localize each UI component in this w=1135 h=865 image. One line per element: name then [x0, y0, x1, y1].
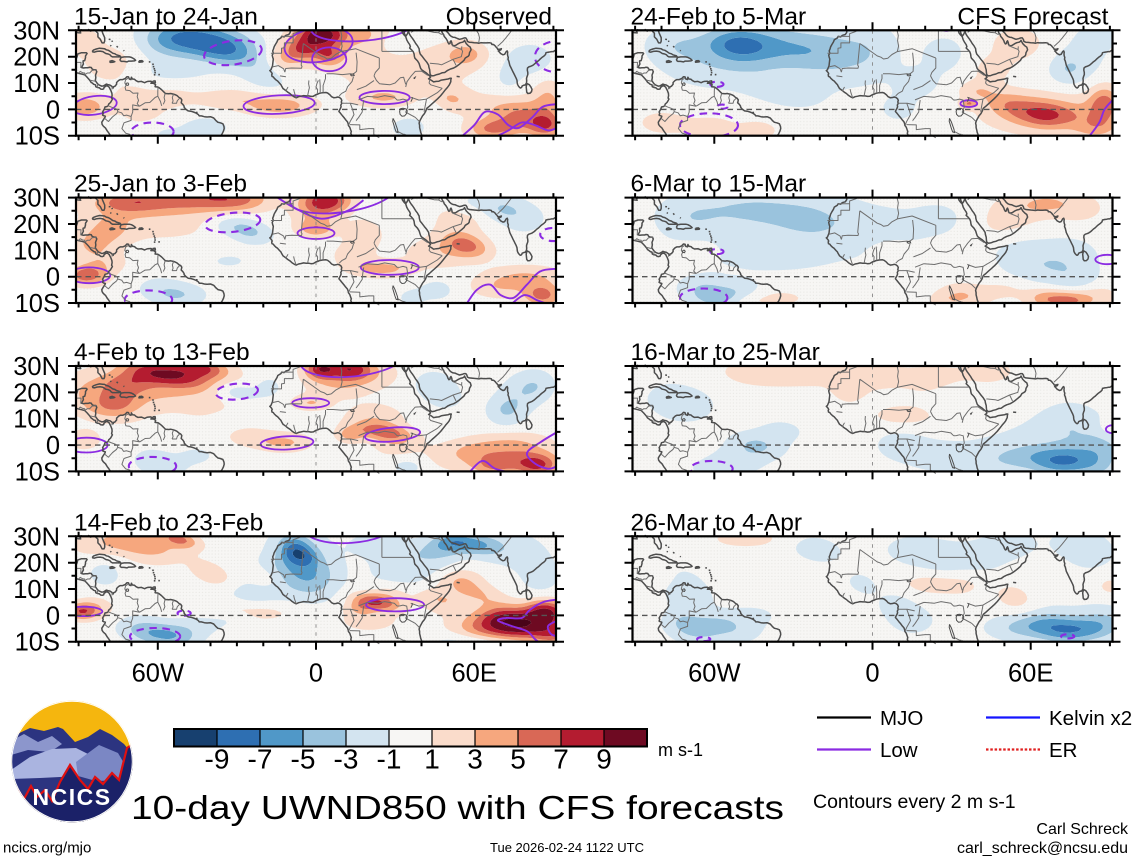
svg-text:-3: -3	[334, 744, 359, 775]
svg-text:Tue 2026-02-24 1122 UTC: Tue 2026-02-24 1122 UTC	[490, 840, 644, 855]
svg-text:1: 1	[424, 744, 440, 775]
svg-text:24-Feb to 5-Mar: 24-Feb to 5-Mar	[631, 3, 807, 30]
svg-text:10S: 10S	[15, 290, 60, 318]
svg-text:-9: -9	[205, 744, 230, 775]
svg-text:30N: 30N	[13, 185, 60, 213]
svg-text:10S: 10S	[15, 123, 60, 151]
svg-text:-1: -1	[377, 744, 402, 775]
svg-text:7: 7	[553, 744, 569, 775]
svg-text:30N: 30N	[13, 523, 60, 551]
svg-text:NCICS: NCICS	[32, 784, 111, 810]
svg-text:15-Jan to 24-Jan: 15-Jan to 24-Jan	[74, 3, 258, 30]
svg-text:20N: 20N	[13, 44, 60, 72]
svg-text:10N: 10N	[13, 576, 60, 604]
svg-text:9: 9	[596, 744, 612, 775]
svg-text:16-Mar to 25-Mar: 16-Mar to 25-Mar	[631, 339, 820, 366]
svg-text:10N: 10N	[13, 70, 60, 98]
svg-text:0: 0	[46, 602, 60, 630]
svg-text:60E: 60E	[452, 660, 497, 688]
svg-text:m s-1: m s-1	[658, 740, 703, 760]
svg-text:20N: 20N	[13, 379, 60, 407]
svg-text:14-Feb to 23-Feb: 14-Feb to 23-Feb	[74, 509, 263, 536]
svg-text:20N: 20N	[13, 211, 60, 239]
svg-text:30N: 30N	[13, 353, 60, 381]
svg-text:10N: 10N	[13, 237, 60, 265]
svg-text:-7: -7	[248, 744, 273, 775]
svg-text:25-Jan to 3-Feb: 25-Jan to 3-Feb	[74, 171, 247, 198]
svg-text:3: 3	[467, 744, 483, 775]
svg-text:-5: -5	[291, 744, 316, 775]
svg-text:26-Mar to 4-Apr: 26-Mar to 4-Apr	[631, 509, 803, 536]
svg-text:4-Feb to 13-Feb: 4-Feb to 13-Feb	[74, 339, 250, 366]
svg-text:ncics.org/mjo: ncics.org/mjo	[3, 840, 91, 857]
svg-text:60W: 60W	[132, 660, 184, 688]
svg-text:5: 5	[510, 744, 526, 775]
svg-text:CFS Forecast: CFS Forecast	[957, 3, 1108, 30]
svg-text:30N: 30N	[13, 17, 60, 45]
svg-text:Carl Schreck: Carl Schreck	[1036, 821, 1129, 838]
svg-text:10N: 10N	[13, 406, 60, 434]
svg-text:60W: 60W	[688, 660, 740, 688]
svg-text:10S: 10S	[15, 458, 60, 486]
svg-text:0: 0	[309, 660, 323, 688]
svg-text:60E: 60E	[1008, 660, 1053, 688]
svg-text:6-Mar to 15-Mar: 6-Mar to 15-Mar	[631, 171, 807, 198]
svg-text:20N: 20N	[13, 550, 60, 578]
svg-text:Kelvin x2: Kelvin x2	[1049, 707, 1132, 730]
svg-text:Low: Low	[880, 739, 918, 762]
svg-text:carl_schreck@ncsu.edu: carl_schreck@ncsu.edu	[957, 840, 1128, 857]
svg-text:10S: 10S	[15, 629, 60, 657]
svg-text:MJO: MJO	[880, 707, 923, 730]
svg-text:ER: ER	[1049, 739, 1077, 762]
svg-text:0: 0	[46, 432, 60, 460]
svg-text:0: 0	[46, 96, 60, 124]
svg-text:0: 0	[865, 660, 879, 688]
svg-text:10-day UWND850 with CFS foreca: 10-day UWND850 with CFS forecasts	[131, 789, 784, 826]
svg-text:0: 0	[46, 264, 60, 292]
svg-text:Contours every 2 m s-1: Contours every 2 m s-1	[813, 791, 1016, 813]
svg-text:Observed: Observed	[446, 3, 552, 30]
